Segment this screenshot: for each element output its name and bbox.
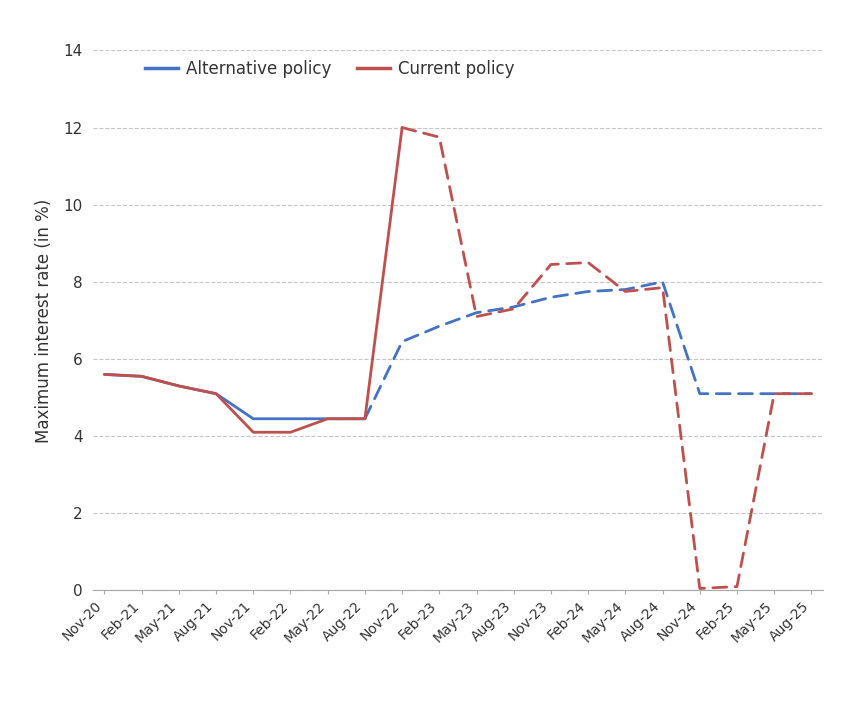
Legend: Alternative policy, Current policy: Alternative policy, Current policy bbox=[138, 53, 522, 85]
Y-axis label: Maximum interest rate (in %): Maximum interest rate (in %) bbox=[35, 198, 53, 443]
